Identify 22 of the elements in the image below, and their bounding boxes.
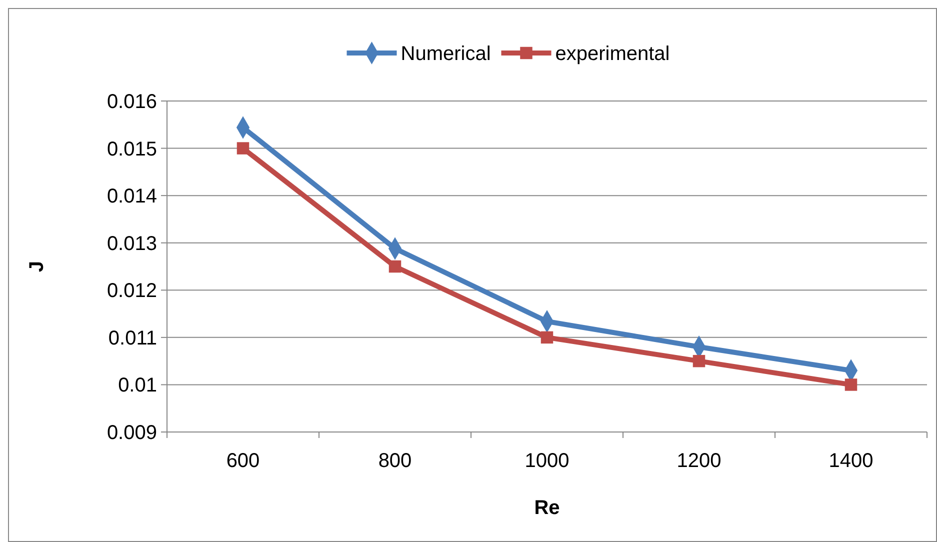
y-tick-label: 0.016 <box>106 91 157 113</box>
point <box>844 378 858 391</box>
y-tick-label: 0.01 <box>118 374 157 397</box>
y-tick-label: 0.011 <box>108 327 157 350</box>
x-tick-label: 1400 <box>828 450 874 472</box>
x-tick-label: 600 <box>226 450 260 472</box>
x-tick-label: 800 <box>378 450 412 472</box>
x-tick-label: 1000 <box>524 450 570 472</box>
point <box>540 331 554 344</box>
x-tick-label: 1200 <box>676 450 722 472</box>
y-tick-label: 0.015 <box>106 138 157 160</box>
point <box>692 354 706 368</box>
x-axis-title: Re <box>534 497 560 519</box>
point <box>236 142 250 154</box>
y-axis-title: J <box>26 260 48 272</box>
y-tick-label: 0.013 <box>106 232 157 255</box>
y-tick-label: 0.012 <box>106 280 157 302</box>
point <box>388 260 402 273</box>
y-tick-label: 0.014 <box>106 186 157 208</box>
y-tick-label: 0.009 <box>106 422 157 444</box>
legend-label: Numerical <box>400 43 491 65</box>
legend-label: experimental <box>555 43 670 65</box>
